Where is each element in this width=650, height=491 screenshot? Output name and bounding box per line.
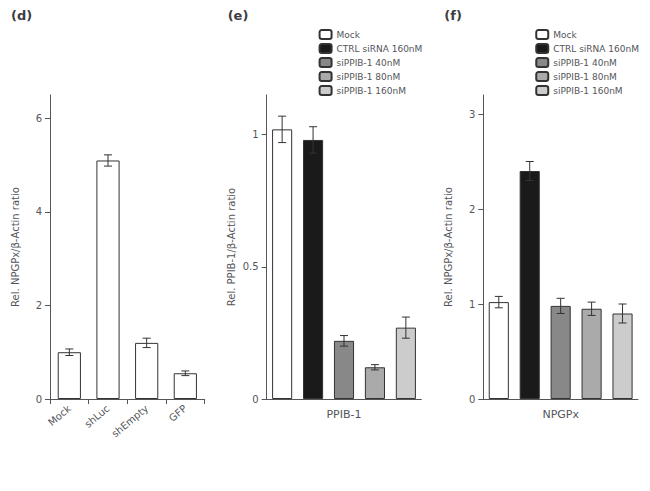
svg-text:Rel. NPGPx/β-Actin ratio: Rel. NPGPx/β-Actin ratio	[10, 187, 21, 307]
svg-text:(e): (e)	[228, 8, 249, 23]
svg-text:siPPIB-1 40nM: siPPIB-1 40nM	[337, 58, 401, 68]
svg-text:Rel. NPGPx/β-Actin ratio: Rel. NPGPx/β-Actin ratio	[443, 187, 454, 307]
svg-text:(f): (f)	[444, 8, 462, 23]
svg-text:siPPIB-1 160nM: siPPIB-1 160nM	[337, 86, 406, 96]
svg-text:Mock: Mock	[337, 30, 361, 40]
svg-text:GFP: GFP	[167, 403, 189, 424]
svg-text:3: 3	[469, 109, 475, 120]
svg-text:siPPIB-1 80nM: siPPIB-1 80nM	[337, 72, 401, 82]
svg-text:(d): (d)	[11, 8, 32, 23]
svg-text:siPPIB-1 40nM: siPPIB-1 40nM	[553, 58, 617, 68]
svg-text:1: 1	[252, 129, 258, 140]
svg-text:Mock: Mock	[553, 30, 577, 40]
svg-text:Mock: Mock	[46, 403, 73, 428]
svg-text:1: 1	[469, 299, 475, 310]
svg-text:2: 2	[36, 300, 42, 311]
svg-text:0: 0	[469, 394, 475, 405]
svg-text:Rel. PPIB-1/β-Actin ratio: Rel. PPIB-1/β-Actin ratio	[226, 188, 237, 306]
svg-text:siPPIB-1 80nM: siPPIB-1 80nM	[553, 72, 617, 82]
svg-text:4: 4	[36, 206, 42, 217]
svg-text:shEmpty: shEmpty	[110, 403, 151, 440]
svg-text:0: 0	[36, 394, 42, 405]
svg-text:shLuc: shLuc	[82, 403, 111, 430]
svg-text:siPPIB-1 160nM: siPPIB-1 160nM	[553, 86, 622, 96]
svg-text:2: 2	[469, 204, 475, 215]
svg-text:0.5: 0.5	[243, 261, 259, 272]
svg-text:CTRL siRNA 160nM: CTRL siRNA 160nM	[553, 44, 639, 54]
svg-text:PPIB-1: PPIB-1	[326, 408, 361, 421]
svg-text:0: 0	[252, 394, 258, 405]
svg-text:NPGPx: NPGPx	[542, 408, 579, 421]
svg-text:6: 6	[36, 113, 42, 124]
svg-text:CTRL siRNA 160nM: CTRL siRNA 160nM	[337, 44, 423, 54]
